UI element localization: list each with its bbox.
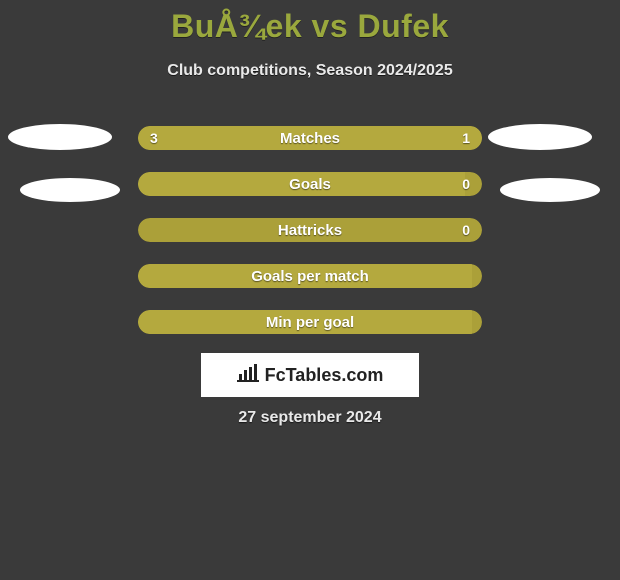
stat-row: Goals per match [138,264,482,288]
stat-row: Goals0 [138,172,482,196]
stat-row: Min per goal [138,310,482,334]
stat-row-label: Goals [138,172,482,196]
avatar-placeholder [20,178,120,202]
stat-row-value-right: 0 [462,172,470,196]
stat-row: Matches3 1 [138,126,482,150]
stat-row-value-right: 0 [462,218,470,242]
avatar-placeholder [500,178,600,202]
stat-row-value-right: 1 [462,126,470,150]
avatar-placeholder [488,124,592,150]
page-title: BuÅ¾ek vs Dufek [0,8,620,45]
stat-row-label: Matches [138,126,482,150]
avatar-placeholder [8,124,112,150]
stat-rows: Matches31Goals0Hattricks0Goals per match… [138,126,482,356]
stat-row-label: Min per goal [138,310,482,334]
logo-text: FcTables.com [265,365,384,386]
chart-icon [237,364,259,387]
stat-row-label: Hattricks [138,218,482,242]
stat-row: Hattricks0 [138,218,482,242]
comparison-card: BuÅ¾ek vs Dufek Club competitions, Seaso… [0,0,620,580]
source-logo[interactable]: FcTables.com [201,353,419,397]
stat-row-value-left: 3 [150,126,158,150]
page-subtitle: Club competitions, Season 2024/2025 [0,62,620,80]
generated-date: 27 september 2024 [0,409,620,427]
stat-row-label: Goals per match [138,264,482,288]
